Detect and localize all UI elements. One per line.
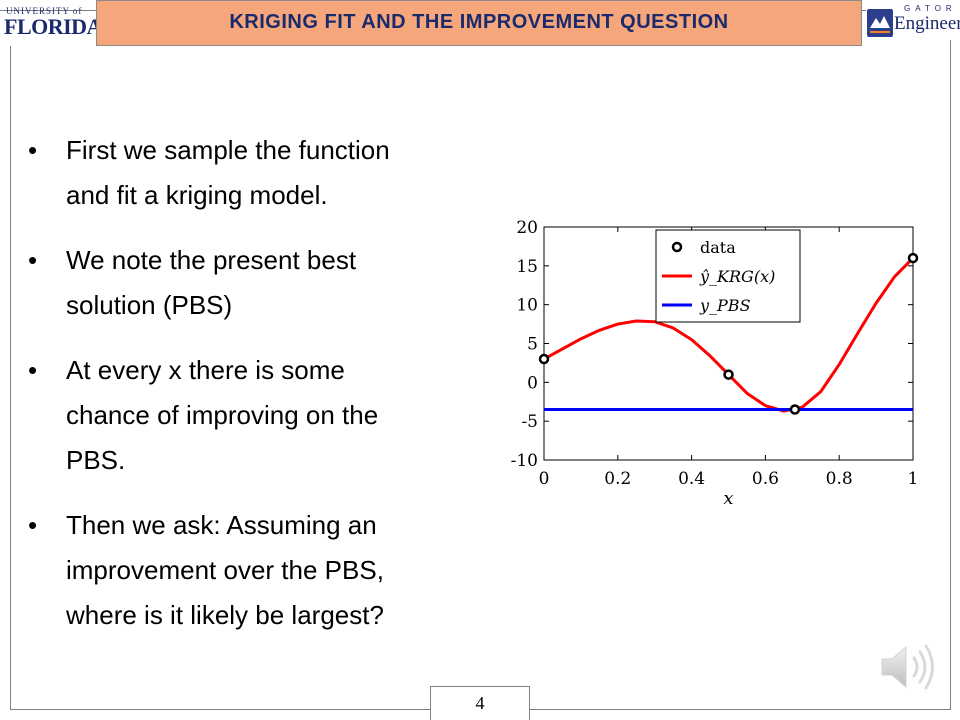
bullet-item: • First we sample the function and fit a…: [28, 128, 478, 218]
bullet-item: • We note the present best solution (PBS…: [28, 238, 478, 328]
legend-label: data: [700, 238, 736, 257]
university-of-florida-logo: UNIVERSITY of FLORIDA: [4, 6, 102, 40]
bullet-text-line: PBS.: [66, 445, 126, 475]
legend-label: y_PBS: [699, 296, 751, 315]
bullet-text-line: First we sample the function: [66, 135, 390, 165]
y-tick-label: 5: [527, 335, 538, 355]
x-tick-label: 1: [908, 469, 919, 489]
bullet-marker: •: [28, 245, 38, 275]
frame-line-bottom-left: [10, 709, 430, 710]
x-tick-label: 0.6: [752, 469, 779, 489]
bullet-text-line: We note the present best: [66, 245, 357, 275]
frame-line-top-left: [0, 10, 96, 11]
legend-marker: [671, 241, 683, 253]
frame-line-bottom-right: [530, 709, 951, 710]
x-axis-label: x: [723, 488, 733, 509]
frame-line-left: [10, 46, 11, 710]
bullet-text-line: Then we ask: Assuming an: [66, 510, 377, 540]
x-tick-label: 0.2: [604, 469, 631, 489]
bullet-marker: •: [28, 355, 38, 385]
x-tick-label: 0: [539, 469, 550, 489]
page-number-box: 4: [430, 686, 530, 720]
y-tick-label: -10: [511, 451, 538, 471]
bullet-item: • Then we ask: Assuming an improvement o…: [28, 503, 478, 638]
bullet-text-line: where is it likely be largest?: [66, 600, 384, 630]
y-tick-label: 15: [516, 257, 538, 277]
speaker-icon[interactable]: [876, 640, 940, 694]
data-point: [789, 404, 801, 415]
page-number: 4: [475, 693, 485, 713]
bullet-text-line: and fit a kriging model.: [66, 180, 328, 210]
y-tick-label: 0: [527, 373, 538, 393]
bullet-text-line: improvement over the PBS,: [66, 555, 384, 585]
bullet-marker: •: [28, 135, 38, 165]
logo-university-text: UNIVERSITY of: [6, 6, 83, 16]
legend-label: ŷ_KRG(x): [699, 267, 775, 286]
x-tick-label: 0.4: [678, 469, 705, 489]
y-tick-label: 10: [516, 296, 538, 316]
y-tick-label: 20: [516, 218, 538, 238]
bullet-marker: •: [28, 510, 38, 540]
gator-emblem-icon: [867, 9, 893, 37]
logo-florida-text: FLORIDA: [4, 14, 102, 39]
gator-engineering-logo: GATOR Engineering: [866, 4, 960, 42]
data-point: [723, 369, 734, 380]
slide-title-box: KRIGING FIT AND THE IMPROVEMENT QUESTION: [96, 0, 862, 46]
frame-line-top-right: [862, 10, 866, 11]
frame-line-right: [950, 40, 951, 710]
bullet-list: • First we sample the function and fit a…: [28, 128, 478, 658]
logo-gator-text: GATOR: [904, 4, 957, 13]
logo-engineering-text: Engineering: [894, 13, 960, 34]
bullet-text-line: chance of improving on the: [66, 400, 379, 430]
data-point: [907, 252, 919, 264]
slide-title: KRIGING FIT AND THE IMPROVEMENT QUESTION: [229, 11, 729, 33]
bullet-text-line: solution (PBS): [66, 290, 233, 320]
data-point: [538, 353, 550, 365]
bullet-item: • At every x there is some chance of imp…: [28, 348, 478, 483]
y-tick-label: -5: [521, 412, 538, 432]
x-tick-label: 0.8: [826, 469, 853, 489]
bullet-text-line: At every x there is some: [66, 355, 345, 385]
